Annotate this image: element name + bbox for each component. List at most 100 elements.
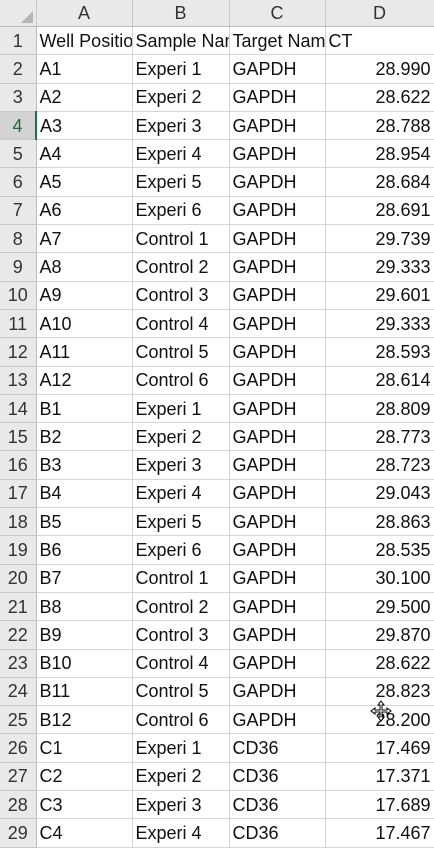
cell-a[interactable]: A8 — [36, 252, 133, 282]
row-header[interactable]: 22 — [0, 620, 37, 650]
row-header[interactable]: 23 — [0, 649, 37, 678]
cell-a[interactable]: A7 — [36, 224, 133, 254]
cell-b[interactable]: Experi 6 — [132, 535, 230, 565]
cell-c[interactable]: GAPDH — [229, 111, 326, 141]
cell-c[interactable]: CD36 — [229, 818, 326, 848]
cell-a[interactable]: B2 — [36, 422, 133, 452]
row-header[interactable]: 1 — [0, 26, 37, 56]
cell-c[interactable]: GAPDH — [229, 196, 326, 226]
cell-a[interactable]: B3 — [36, 450, 133, 480]
cell-d[interactable]: 29.601 — [325, 281, 434, 310]
cell-c[interactable]: CD36 — [229, 790, 326, 820]
cell-a[interactable]: B6 — [36, 535, 133, 565]
cell-b[interactable]: Experi 5 — [132, 167, 230, 197]
cell-a[interactable]: A10 — [36, 309, 133, 339]
cell-d[interactable]: 17.371 — [325, 762, 434, 792]
cell-b[interactable]: Control 6 — [132, 366, 230, 395]
row-header[interactable]: 18 — [0, 507, 37, 537]
cell-a[interactable]: A4 — [36, 139, 133, 169]
cell-b[interactable]: Experi 2 — [132, 422, 230, 452]
cell-c[interactable]: GAPDH — [229, 252, 326, 282]
cell-d[interactable]: 28.954 — [325, 139, 434, 169]
column-header-b[interactable]: B — [132, 0, 230, 27]
cell-b[interactable]: Control 2 — [132, 252, 230, 282]
cell-a[interactable]: B4 — [36, 479, 133, 509]
cell-c[interactable]: GAPDH — [229, 281, 326, 310]
cell-c[interactable]: GAPDH — [229, 479, 326, 509]
cell-d[interactable]: 29.333 — [325, 309, 434, 339]
cell-b[interactable]: Control 3 — [132, 620, 230, 650]
cell-d[interactable]: 29.500 — [325, 592, 434, 622]
row-header[interactable]: 24 — [0, 677, 37, 707]
row-header[interactable]: 29 — [0, 818, 37, 848]
cell-a[interactable]: Well Position — [36, 26, 133, 56]
row-header[interactable]: 7 — [0, 196, 37, 226]
cell-b[interactable]: Control 4 — [132, 649, 230, 678]
cell-d[interactable]: 28.614 — [325, 366, 434, 395]
cell-a[interactable]: C4 — [36, 818, 133, 848]
cell-b[interactable]: Experi 3 — [132, 790, 230, 820]
cell-a[interactable]: A2 — [36, 83, 133, 112]
cell-c[interactable]: GAPDH — [229, 224, 326, 254]
cell-a[interactable]: C3 — [36, 790, 133, 820]
cell-b[interactable]: Control 3 — [132, 281, 230, 310]
cell-a[interactable]: B7 — [36, 564, 133, 593]
cell-c[interactable]: GAPDH — [229, 649, 326, 678]
cell-a[interactable]: A12 — [36, 366, 133, 395]
cell-c[interactable]: GAPDH — [229, 394, 326, 424]
cell-b[interactable]: Control 2 — [132, 592, 230, 622]
cell-c[interactable]: GAPDH — [229, 507, 326, 537]
cell-d[interactable]: 30.100 — [325, 564, 434, 593]
row-header[interactable]: 25 — [0, 705, 37, 735]
cell-a[interactable]: B12 — [36, 705, 133, 735]
cell-c[interactable]: GAPDH — [229, 337, 326, 367]
row-header[interactable]: 16 — [0, 450, 37, 480]
cell-a[interactable]: A5 — [36, 167, 133, 197]
row-header[interactable]: 12 — [0, 337, 37, 367]
cell-c[interactable]: GAPDH — [229, 677, 326, 707]
cell-d[interactable]: 28.684 — [325, 167, 434, 197]
row-header[interactable]: 2 — [0, 54, 37, 84]
cell-a[interactable]: A11 — [36, 337, 133, 367]
cell-b[interactable]: Sample Name — [132, 26, 230, 56]
cell-c[interactable]: GAPDH — [229, 54, 326, 84]
row-header[interactable]: 3 — [0, 83, 37, 112]
cell-a[interactable]: B1 — [36, 394, 133, 424]
column-header-c[interactable]: C — [229, 0, 326, 27]
cell-b[interactable]: Experi 1 — [132, 394, 230, 424]
cell-c[interactable]: GAPDH — [229, 564, 326, 593]
cell-b[interactable]: Experi 4 — [132, 818, 230, 848]
row-header[interactable]: 9 — [0, 252, 37, 282]
cell-a[interactable]: A1 — [36, 54, 133, 84]
cell-d[interactable]: 28.622 — [325, 649, 434, 678]
cell-d[interactable]: 29.739 — [325, 224, 434, 254]
cell-c[interactable]: CD36 — [229, 762, 326, 792]
row-header[interactable]: 28 — [0, 790, 37, 820]
cell-d[interactable]: 28.200 — [325, 705, 434, 735]
cell-d[interactable]: 28.863 — [325, 507, 434, 537]
cell-b[interactable]: Experi 3 — [132, 450, 230, 480]
row-header[interactable]: 17 — [0, 479, 37, 509]
row-header[interactable]: 10 — [0, 281, 37, 310]
cell-b[interactable]: Experi 2 — [132, 83, 230, 112]
cell-d[interactable]: 17.467 — [325, 818, 434, 848]
row-header[interactable]: 4 — [0, 111, 37, 141]
select-all-corner[interactable] — [0, 0, 37, 27]
row-header[interactable]: 27 — [0, 762, 37, 792]
cell-b[interactable]: Control 5 — [132, 337, 230, 367]
row-header[interactable]: 15 — [0, 422, 37, 452]
cell-b[interactable]: Experi 5 — [132, 507, 230, 537]
cell-d[interactable]: 28.535 — [325, 535, 434, 565]
cell-c[interactable]: GAPDH — [229, 83, 326, 112]
cell-b[interactable]: Control 1 — [132, 564, 230, 593]
row-header[interactable]: 13 — [0, 366, 37, 395]
row-header[interactable]: 26 — [0, 733, 37, 763]
cell-c[interactable]: GAPDH — [229, 366, 326, 395]
cell-b[interactable]: Experi 1 — [132, 733, 230, 763]
cell-c[interactable]: GAPDH — [229, 167, 326, 197]
cell-b[interactable]: Control 4 — [132, 309, 230, 339]
row-header[interactable]: 19 — [0, 535, 37, 565]
cell-a[interactable]: B11 — [36, 677, 133, 707]
cell-c[interactable]: GAPDH — [229, 592, 326, 622]
